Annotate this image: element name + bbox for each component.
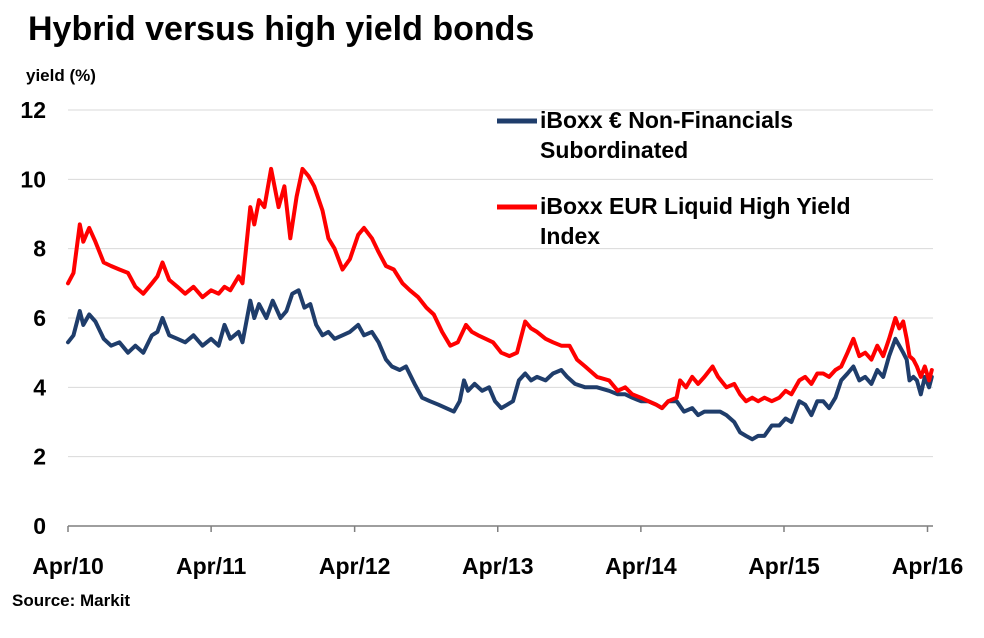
y-tick-label-12: 12 [20, 97, 46, 123]
series-line-non-financials-subordinated [66, 288, 934, 442]
y-tick-label-2: 2 [33, 444, 46, 470]
y-tick-label-4: 4 [33, 374, 46, 400]
line-chart: 0 2 4 6 8 10 12 Apr/10 Apr/11 Apr/12 Apr/13 Apr/14… [20, 97, 963, 579]
source-note: Source: Markit [12, 591, 131, 610]
x-tick-label-Apr-13: Apr/13 [462, 553, 534, 579]
y-tick-labels: 0 2 4 6 8 10 12 [20, 97, 46, 539]
y-axis-label: yield (%) [26, 66, 96, 85]
x-tick-label-Apr-11: Apr/11 [176, 553, 247, 579]
series-line-liquid-high-yield [66, 166, 934, 411]
series-lines [66, 166, 934, 442]
x-tick-label-Apr-10: Apr/10 [32, 553, 104, 579]
legend-label-1-1: Index [540, 223, 600, 249]
x-tick-label-Apr-12: Apr/12 [319, 553, 391, 579]
y-tick-label-10: 10 [20, 166, 46, 192]
x-tick-label-Apr-14: Apr/14 [605, 553, 677, 579]
legend: iBoxx € Non-Financials Subordinated iBoxx … [497, 107, 851, 249]
legend-label-0-1: Subordinated [540, 137, 688, 163]
y-tick-label-6: 6 [33, 305, 46, 331]
x-tick-label-Apr-16: Apr/16 [892, 553, 964, 579]
chart-title: Hybrid versus high yield bonds [28, 10, 535, 48]
y-tick-label-0: 0 [33, 513, 46, 539]
legend-label-1-0: iBoxx EUR Liquid High Yield [540, 193, 851, 219]
x-tick-label-Apr-15: Apr/15 [748, 553, 820, 579]
x-tick-labels: Apr/10 Apr/11 Apr/12 Apr/13 Apr/14 Apr/15 Apr/… [32, 553, 963, 579]
legend-label-0-0: iBoxx € Non-Financials [540, 107, 793, 133]
gridlines [68, 109, 933, 458]
y-tick-label-8: 8 [33, 236, 46, 262]
axes [67, 525, 933, 532]
